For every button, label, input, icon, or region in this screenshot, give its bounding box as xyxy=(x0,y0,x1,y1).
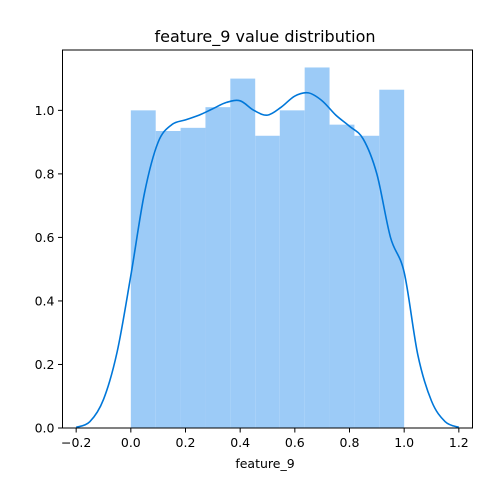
x-tick-label: 0.8 xyxy=(340,435,360,450)
y-axis-ticks: 0.0 0.2 0.4 0.6 0.8 1.0 xyxy=(35,103,63,436)
histogram-bars xyxy=(130,67,405,429)
chart-title: feature_9 value distribution xyxy=(155,27,376,47)
x-tick-label: −0.2 xyxy=(61,435,91,450)
histogram-bar xyxy=(255,135,280,428)
x-tick-label: 0.0 xyxy=(121,435,141,450)
kde-line xyxy=(75,91,460,429)
histogram-bar xyxy=(205,107,231,429)
x-tick-label: 1.0 xyxy=(394,435,414,450)
y-tick-label: 0.2 xyxy=(35,357,55,372)
x-tick-label: 0.4 xyxy=(230,435,250,450)
y-tick-label: 1.0 xyxy=(35,103,55,118)
histogram-bar xyxy=(304,67,330,429)
x-tick-label: 1.2 xyxy=(449,435,469,450)
histogram-bar xyxy=(354,135,380,428)
kde-curve-group xyxy=(75,91,460,429)
histogram-bar xyxy=(130,110,156,429)
histogram-bar xyxy=(329,124,355,428)
histogram-bar xyxy=(155,131,181,428)
y-tick-label: 0.0 xyxy=(35,421,55,436)
y-tick-label: 0.4 xyxy=(35,293,55,308)
histogram-bar xyxy=(279,110,305,429)
x-axis-ticks: −0.2 0.0 0.2 0.4 0.6 0.8 1.0 1.2 xyxy=(61,428,469,450)
histogram-bar xyxy=(230,78,256,429)
histogram-bar xyxy=(180,127,206,428)
y-tick-label: 0.8 xyxy=(35,166,55,181)
x-axis-label: feature_9 xyxy=(235,456,294,471)
plot-frame xyxy=(62,49,473,429)
y-tick-label: 0.6 xyxy=(35,230,55,245)
x-tick-label: 0.2 xyxy=(176,435,196,450)
x-tick-label: 0.6 xyxy=(285,435,305,450)
